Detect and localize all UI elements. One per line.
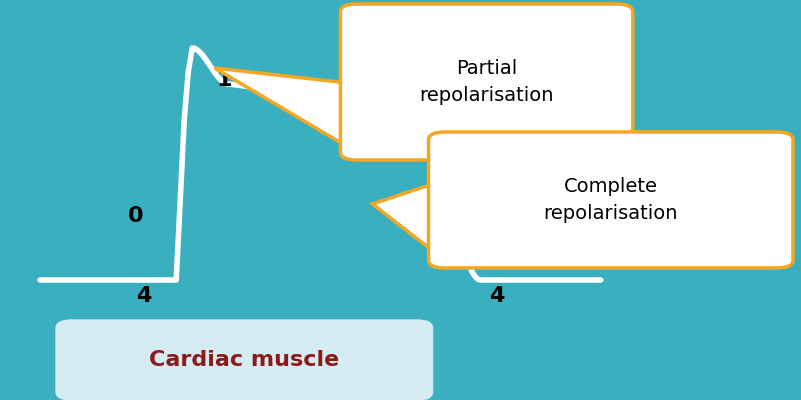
Text: 2: 2 (312, 102, 328, 122)
Polygon shape (215, 68, 356, 152)
FancyBboxPatch shape (56, 320, 433, 400)
FancyBboxPatch shape (340, 4, 633, 160)
Text: 4: 4 (136, 286, 152, 306)
Text: Complete
repolarisation: Complete repolarisation (544, 177, 678, 223)
Text: 0: 0 (128, 206, 144, 226)
Polygon shape (372, 180, 445, 260)
Text: 4: 4 (489, 286, 505, 306)
Text: Partial
repolarisation: Partial repolarisation (420, 59, 553, 105)
Text: 3: 3 (481, 182, 496, 202)
Text: 1: 1 (216, 70, 231, 90)
FancyBboxPatch shape (429, 132, 793, 268)
Text: Cardiac muscle: Cardiac muscle (149, 350, 340, 370)
